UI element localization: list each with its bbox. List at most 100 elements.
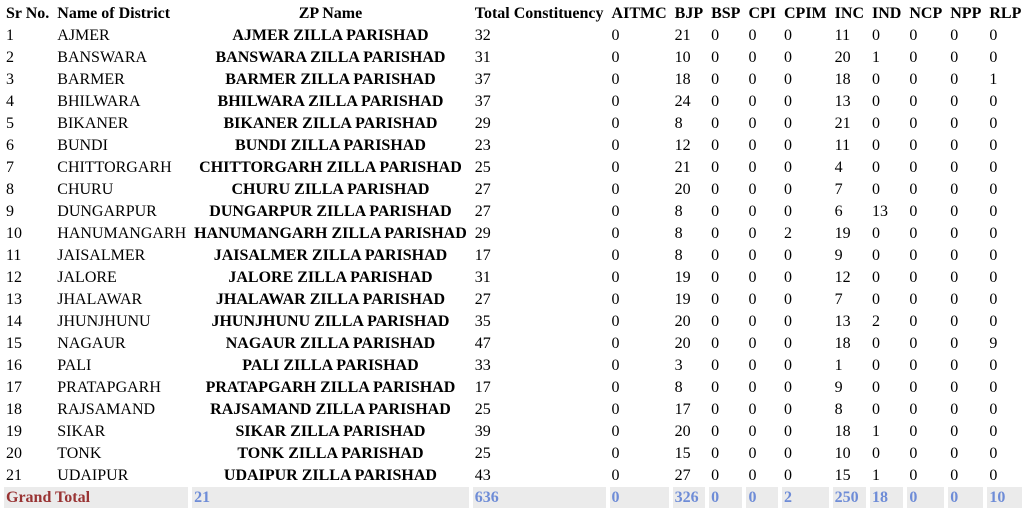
bjp-cell: 12 — [674, 136, 691, 154]
cpim-cell: 0 — [784, 356, 792, 374]
rlp-cell: 0 — [989, 356, 998, 374]
ncp-cell: 0 — [909, 422, 918, 440]
rlp-cell: 0 — [989, 246, 998, 264]
inc-cell: 13 — [834, 312, 851, 330]
district-cell: CHURU — [57, 180, 114, 198]
district-cell: BARMER — [57, 70, 125, 88]
ncp-cell: 0 — [909, 180, 918, 198]
ind-cell: 13 — [872, 202, 888, 220]
cpi-cell: 0 — [748, 114, 757, 132]
ncp-cell: 0 — [909, 356, 918, 374]
ncp-cell: 0 — [909, 26, 918, 44]
col-header-ind: IND — [872, 4, 902, 22]
zp-cell: RAJSAMAND ZILLA PARISHAD — [210, 400, 451, 418]
inc-cell: 21 — [834, 114, 851, 132]
aitmc-cell: 0 — [611, 48, 620, 66]
total-cell: 33 — [474, 356, 491, 374]
rlp-cell: 9 — [989, 334, 998, 352]
inc-cell: 11 — [834, 136, 851, 154]
grand-total-npp: 0 — [948, 487, 984, 508]
district-row: 8 CHURU CHURU ZILLA PARISHAD 27 0 20 0 0 0 7 0 0 0 0 — [4, 179, 1022, 200]
bjp-cell: 8 — [674, 114, 683, 132]
ind-cell: 0 — [872, 136, 880, 154]
sr-cell: 6 — [6, 136, 14, 154]
rlp-cell: 0 — [989, 268, 998, 286]
sr-cell: 7 — [6, 158, 14, 176]
cpim-cell: 0 — [784, 48, 792, 66]
npp-cell: 0 — [950, 158, 959, 176]
total-cell: 47 — [474, 334, 491, 352]
ind-cell: 0 — [872, 444, 880, 462]
npp-cell: 0 — [950, 180, 959, 198]
ncp-cell: 0 — [909, 312, 918, 330]
district-row: 10 HANUMANGARH HANUMANGARH ZILLA PARISHAD 2… — [4, 223, 1022, 244]
district-cell: RAJSAMAND — [57, 400, 156, 418]
ncp-cell: 0 — [909, 158, 918, 176]
grand-total-aitmc: 0 — [609, 487, 669, 508]
npp-cell: 0 — [950, 246, 959, 264]
grand-total-label: Grand Total — [4, 487, 189, 508]
bsp-cell: 0 — [711, 356, 720, 374]
rlp-cell: 0 — [989, 378, 998, 396]
grand-total-bsp: 0 — [709, 487, 743, 508]
total-cell: 35 — [474, 312, 491, 330]
zp-cell: AJMER ZILLA PARISHAD — [232, 26, 429, 44]
bjp-cell: 17 — [674, 400, 691, 418]
ind-cell: 1 — [872, 48, 880, 66]
cpim-cell: 0 — [784, 466, 792, 484]
district-row: 9 DUNGARPUR DUNGARPUR ZILLA PARISHAD 27 0 8 0 0… — [4, 201, 1022, 222]
zp-cell: TONK ZILLA PARISHAD — [237, 444, 424, 462]
rlp-cell: 0 — [989, 202, 998, 220]
zp-cell: JAISALMER ZILLA PARISHAD — [213, 246, 448, 264]
rlp-cell: 0 — [989, 422, 998, 440]
district-row: 18 RAJSAMAND RAJSAMAND ZILLA PARISHAD 25 0 17… — [4, 399, 1022, 420]
npp-cell: 0 — [950, 114, 959, 132]
ncp-cell: 0 — [909, 70, 918, 88]
grand-total-row: Grand Total 21 636 0 326 0 0 2 250 18 0 0 10 — [4, 487, 1022, 508]
aitmc-cell: 0 — [611, 268, 620, 286]
bsp-cell: 0 — [711, 246, 720, 264]
ncp-cell: 0 — [909, 114, 918, 132]
grand-total-ind: 18 — [870, 487, 904, 508]
ind-cell: 1 — [872, 422, 880, 440]
ind-cell: 0 — [872, 180, 880, 198]
rlp-cell: 0 — [989, 466, 998, 484]
district-row: 14 JHUNJHUNU JHUNJHUNU ZILLA PARISHAD 35 0 20… — [4, 311, 1022, 332]
ncp-cell: 0 — [909, 136, 918, 154]
col-header-total: Total Constituency — [474, 4, 604, 22]
district-row: 16 PALI PALI ZILLA PARISHAD 33 0 3 0 0 0 1 0 0 0 0 — [4, 355, 1022, 376]
cpi-cell: 0 — [748, 202, 757, 220]
zp-cell: DUNGARPUR ZILLA PARISHAD — [209, 202, 452, 220]
sr-cell: 19 — [6, 422, 22, 440]
npp-cell: 0 — [950, 356, 959, 374]
district-cell: HANUMANGARH — [57, 224, 187, 242]
grand-total-ncp: 0 — [907, 487, 945, 508]
district-cell: CHITTORGARH — [57, 158, 172, 176]
bsp-cell: 0 — [711, 334, 720, 352]
col-header-bsp: BSP — [711, 4, 741, 22]
ind-cell: 0 — [872, 400, 880, 418]
inc-cell: 18 — [834, 334, 851, 352]
cpi-cell: 0 — [748, 422, 757, 440]
sr-cell: 10 — [6, 224, 22, 242]
aitmc-cell: 0 — [611, 356, 620, 374]
ncp-cell: 0 — [909, 444, 918, 462]
inc-cell: 7 — [834, 180, 843, 198]
total-cell: 23 — [474, 136, 491, 154]
aitmc-cell: 0 — [611, 378, 620, 396]
district-cell: BHILWARA — [57, 92, 141, 110]
cpim-cell: 0 — [784, 444, 792, 462]
cpim-cell: 0 — [784, 422, 792, 440]
zp-cell: JHUNJHUNU ZILLA PARISHAD — [211, 312, 450, 330]
sr-cell: 3 — [6, 70, 14, 88]
npp-cell: 0 — [950, 444, 959, 462]
sr-cell: 4 — [6, 92, 14, 110]
total-cell: 25 — [474, 444, 491, 462]
cpi-cell: 0 — [748, 466, 757, 484]
district-row: 1 AJMER AJMER ZILLA PARISHAD 32 0 21 0 0 0 11 0 0 0 0 — [4, 25, 1022, 46]
inc-cell: 4 — [834, 158, 843, 176]
table-header-row: Sr No. Name of District ZP Name Total Const… — [4, 3, 1022, 24]
district-row: 12 JALORE JALORE ZILLA PARISHAD 31 0 19 0 0 0 12 0… — [4, 267, 1022, 288]
ind-cell: 0 — [872, 268, 880, 286]
aitmc-cell: 0 — [611, 92, 620, 110]
